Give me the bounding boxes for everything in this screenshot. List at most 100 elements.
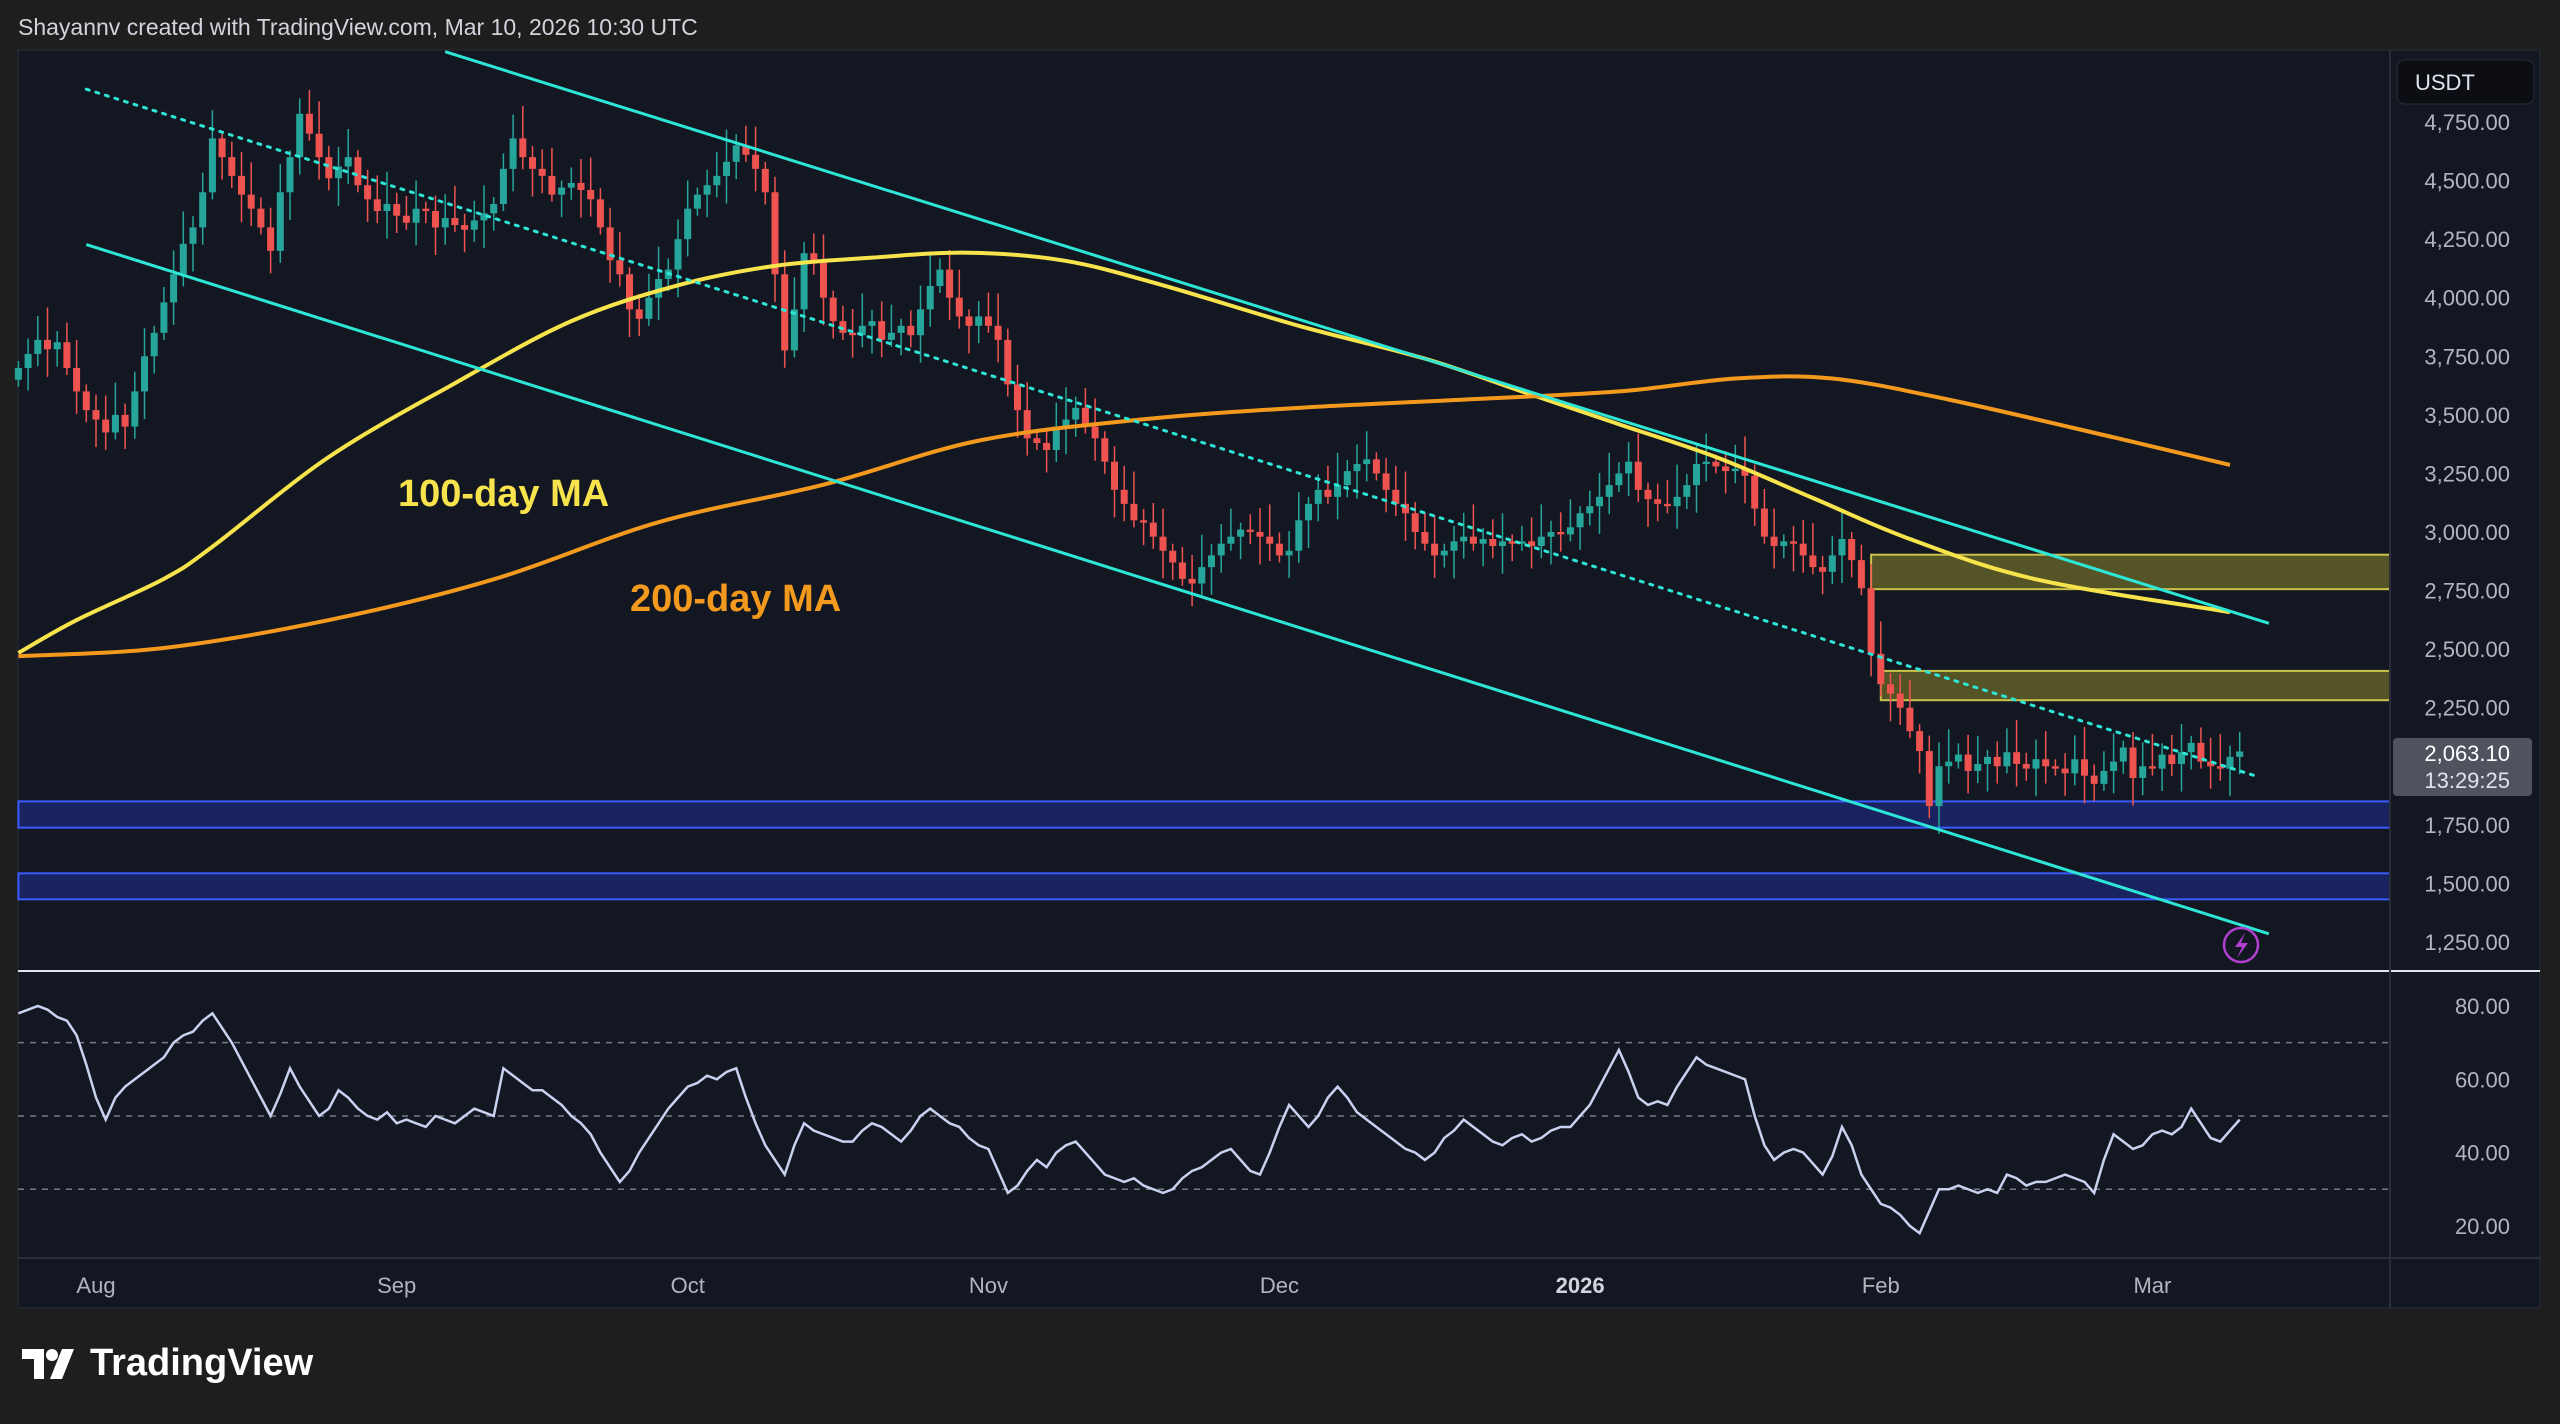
candle [1023,410,1031,439]
candle [1857,560,1865,589]
rsi-line [17,1004,2241,1236]
candle [1819,567,1827,572]
candle [2071,759,2079,774]
candle [1877,653,1885,685]
candle [2081,759,2088,776]
candle [461,225,469,230]
support-zone[interactable] [17,800,2392,829]
candle [1392,489,1400,504]
candle [1954,754,1962,762]
dotted-trendline[interactable] [84,87,2261,779]
candle [1887,684,1894,694]
candle [1809,555,1817,568]
candle [189,227,197,244]
candle [1644,489,1652,500]
candle [1799,543,1807,556]
candle [1663,503,1671,507]
candle [2013,752,2021,764]
zones [17,553,2392,901]
candle [1683,485,1691,497]
trendlines[interactable] [84,50,2270,936]
candle [1402,503,1409,514]
time-axis[interactable]: Aug Sep Oct Nov Dec 2026 Feb Mar [76,1273,2171,1298]
candle [1596,496,1603,507]
candle [14,367,22,380]
candle [1974,763,1982,771]
candle [1945,761,1953,767]
candle [1450,541,1458,551]
candle [1052,426,1060,450]
candle [1295,520,1303,551]
candle [820,262,827,298]
candle [1935,766,1943,807]
candle [1925,751,1933,807]
candle [402,215,410,223]
price-axis[interactable]: 4,750.00 4,500.00 4,250.00 4,000.00 3,750.00… [2424,110,2510,955]
last-price: 2,063.10 [2424,741,2510,766]
candle [1169,550,1177,563]
candle [2197,742,2205,762]
candle [121,414,129,427]
candle [1334,485,1342,497]
currency-button[interactable] [2396,59,2535,105]
candle [1382,473,1390,490]
candle [1634,461,1642,490]
last-price-tag [2393,738,2532,796]
candle [1246,529,1254,532]
candle [529,157,536,169]
lightning-icon[interactable] [2222,926,2260,964]
candle [1722,466,1730,472]
candle [238,175,245,195]
time-tick-label: Dec [1260,1273,1299,1298]
candle [538,168,546,176]
candle [713,175,721,186]
supply-zone[interactable] [1870,553,2391,591]
candle [1149,522,1157,537]
channel-trendline[interactable] [444,50,2270,625]
candle [1275,543,1283,556]
candle [810,253,818,263]
rsi-axis[interactable]: 80.00 60.00 40.00 20.00 [2455,994,2510,1239]
candle [1072,407,1080,420]
candle [2100,770,2108,784]
candle [228,157,236,176]
candle [441,218,449,228]
candle [655,278,663,298]
candle [878,321,886,340]
channel-trendline[interactable] [85,243,2270,936]
candle [2236,751,2244,757]
candle [1372,459,1380,474]
candle [567,182,575,188]
price-tick-label: 4,250.00 [2424,227,2510,252]
candle [286,157,294,193]
candle [1508,541,1516,544]
candle [1314,489,1322,504]
tradingview-logo[interactable]: TradingView [22,1342,313,1385]
candle [1537,536,1545,547]
candle [141,356,148,392]
candle [596,199,604,228]
candle [1285,550,1293,556]
time-tick-label: Feb [1862,1273,1900,1298]
support-zone[interactable] [17,872,2392,901]
candle [354,157,362,186]
chart-caption: Shayannv created with TradingView.com, M… [18,14,698,40]
candle [1421,531,1429,544]
candle [2022,763,2030,769]
candle [2139,766,2147,778]
candle [2003,752,2011,767]
candle [946,269,954,298]
time-tick-label: 2026 [1556,1273,1605,1298]
supply-zone[interactable] [1879,669,2392,702]
candle [34,339,42,354]
price-tick-label: 3,250.00 [2424,461,2510,486]
candle [965,316,973,326]
candle [587,189,595,200]
candle [1014,384,1021,411]
rsi-tick-label: 20.00 [2455,1214,2510,1239]
candle [897,325,905,333]
candle [1780,541,1788,547]
time-tick-label: Oct [671,1273,705,1298]
candle [2226,756,2234,769]
